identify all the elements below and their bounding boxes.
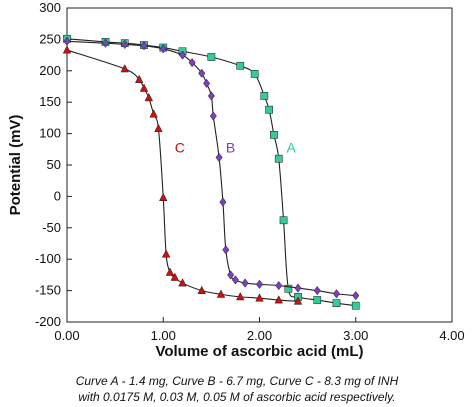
data-point (144, 92, 154, 102)
x-axis-title: Volume of ascorbic acid (mL) (155, 343, 363, 360)
data-point (154, 123, 163, 132)
data-point (159, 192, 168, 202)
data-point (134, 74, 144, 83)
caption-line-1: Curve A - 1.4 mg, Curve B - 6.7 mg, Curv… (75, 374, 399, 388)
y-tick-label: 250 (39, 31, 61, 46)
series-A (63, 34, 360, 310)
data-point (140, 41, 148, 51)
data-point (294, 283, 302, 293)
y-tick-label: 200 (39, 63, 61, 78)
data-point (236, 292, 245, 301)
data-point (209, 111, 217, 121)
data-point (178, 50, 187, 60)
data-point (332, 289, 341, 299)
data-point (250, 70, 259, 78)
data-point (215, 152, 223, 163)
data-point (219, 197, 227, 207)
x-tick-label: 3.00 (343, 328, 368, 343)
data-point (231, 275, 239, 285)
y-tick-label: -100 (35, 251, 61, 266)
data-point (62, 45, 72, 54)
data-point (351, 301, 360, 310)
series-line-B (66, 40, 356, 297)
data-point (101, 38, 110, 48)
y-tick-label: 0 (54, 188, 61, 203)
y-tick-label: 50 (47, 157, 61, 172)
data-point (197, 285, 206, 294)
series-C (62, 45, 303, 305)
data-point (241, 278, 249, 288)
plot-frame (66, 7, 453, 323)
data-point (260, 92, 269, 100)
data-point (139, 83, 149, 92)
data-point (313, 285, 321, 296)
y-tick-label: 300 (39, 0, 61, 15)
data-point (352, 291, 360, 301)
data-point (227, 270, 235, 280)
series-line-A (66, 38, 356, 307)
titration-chart: 0.00 1.00 2.00 3.00 4.00 -200 -150 -100 -50 0 50 10… (7, 0, 465, 360)
curve-label-B: B (226, 139, 235, 155)
data-point (313, 296, 322, 304)
data-point (216, 289, 226, 298)
data-point (293, 296, 303, 305)
x-tick-label: 1.00 (151, 328, 176, 343)
data-point (265, 105, 273, 114)
data-point (170, 272, 180, 281)
y-tick-label: -200 (35, 314, 61, 329)
data-point (274, 295, 283, 304)
data-point (284, 284, 293, 293)
data-point (161, 249, 171, 258)
data-point (203, 78, 211, 88)
x-tick-label: 0.00 (54, 328, 79, 343)
data-point (270, 131, 278, 139)
data-point (332, 299, 341, 308)
data-point (222, 245, 230, 255)
data-point (236, 61, 245, 70)
x-tick-label: 4.00 (439, 328, 464, 343)
series-B (63, 36, 360, 301)
curve-label-A: A (286, 139, 296, 155)
data-point (255, 293, 264, 302)
data-point (165, 267, 175, 276)
y-axis-title: Potential (mV) (7, 115, 24, 216)
caption-line-2: with 0.0175 M, 0.03 M, 0.05 M of ascorbi… (78, 390, 396, 404)
data-point (159, 44, 167, 54)
data-point (120, 64, 129, 73)
y-tick-label: -50 (42, 220, 61, 235)
data-point (255, 279, 264, 289)
data-point (275, 280, 283, 291)
y-tick-label: 150 (39, 94, 61, 109)
data-point (207, 91, 215, 101)
y-tick-label: 100 (39, 126, 61, 141)
curve-label-C: C (175, 139, 185, 155)
y-tick-label: -150 (35, 283, 61, 298)
series-line-C (66, 49, 299, 302)
data-point (279, 216, 288, 225)
data-point (207, 53, 216, 61)
data-point (149, 109, 158, 118)
data-point (188, 58, 196, 68)
data-point (121, 39, 129, 50)
data-point (274, 154, 283, 163)
x-tick-label: 2.00 (247, 328, 272, 343)
data-point (178, 278, 187, 287)
data-point (198, 68, 206, 78)
